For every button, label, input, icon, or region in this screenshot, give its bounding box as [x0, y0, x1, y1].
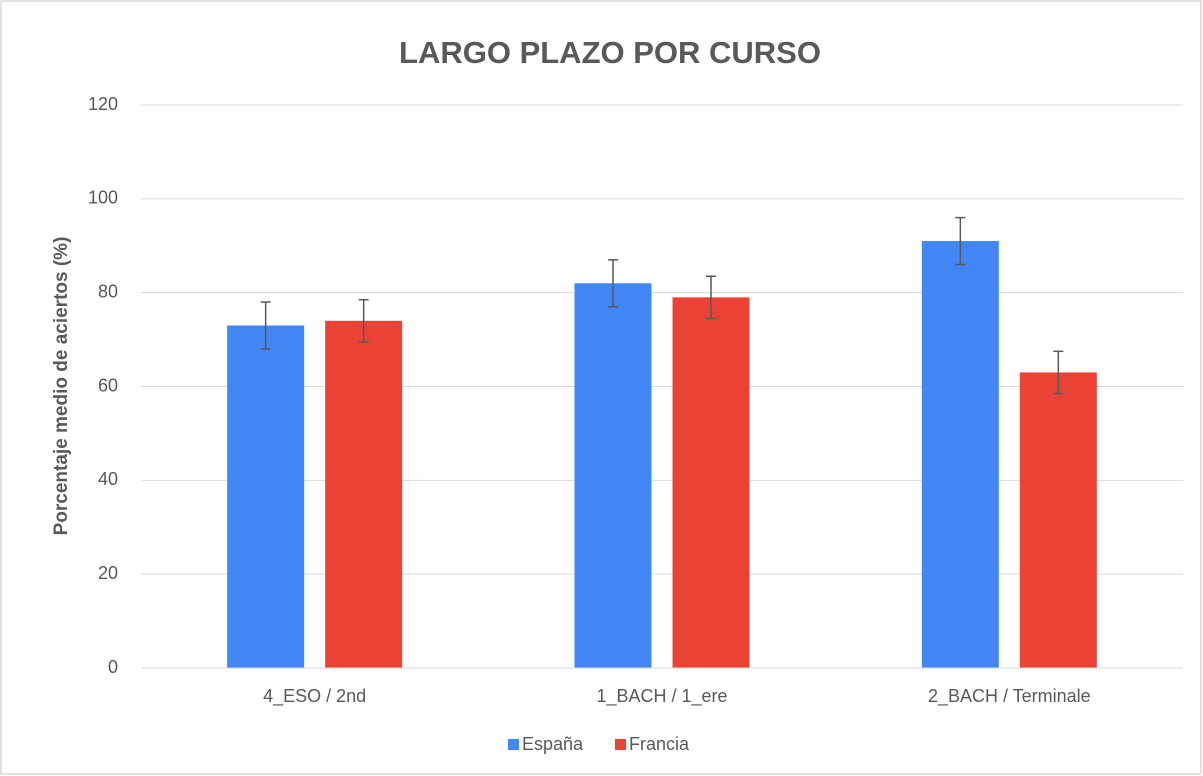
- y-tick-label: 40: [98, 469, 118, 489]
- y-tick-label: 0: [108, 657, 118, 677]
- bar: [325, 320, 403, 668]
- bar: [672, 297, 750, 668]
- legend-label: España: [522, 734, 584, 754]
- error-bar: [608, 259, 618, 308]
- error-bar: [1053, 350, 1064, 395]
- y-tick-label: 120: [88, 94, 118, 114]
- error-bar: [358, 298, 369, 343]
- error-bar: [955, 216, 966, 266]
- x-tick-label: 1_BACH / 1_ere: [596, 686, 727, 707]
- legend-swatch: [615, 739, 626, 750]
- error-bar: [706, 275, 716, 320]
- bar: [574, 283, 652, 668]
- x-tick-label: 4_ESO / 2nd: [263, 686, 366, 707]
- y-tick-label: 20: [98, 563, 118, 583]
- legend-label: Francia: [629, 734, 690, 754]
- y-tick-label: 60: [98, 375, 118, 395]
- y-tick-label: 100: [88, 188, 118, 208]
- bar: [227, 325, 305, 668]
- bar: [921, 241, 999, 668]
- legend-swatch: [508, 739, 519, 750]
- y-axis-label: Porcentaje medio de aciertos (%): [51, 237, 72, 536]
- chart-title: LARGO PLAZO POR CURSO: [399, 35, 821, 70]
- y-tick-label: 80: [98, 281, 118, 301]
- bar: [1019, 372, 1097, 668]
- x-tick-label: 2_BACH / Terminale: [928, 686, 1091, 707]
- error-bar: [260, 301, 271, 350]
